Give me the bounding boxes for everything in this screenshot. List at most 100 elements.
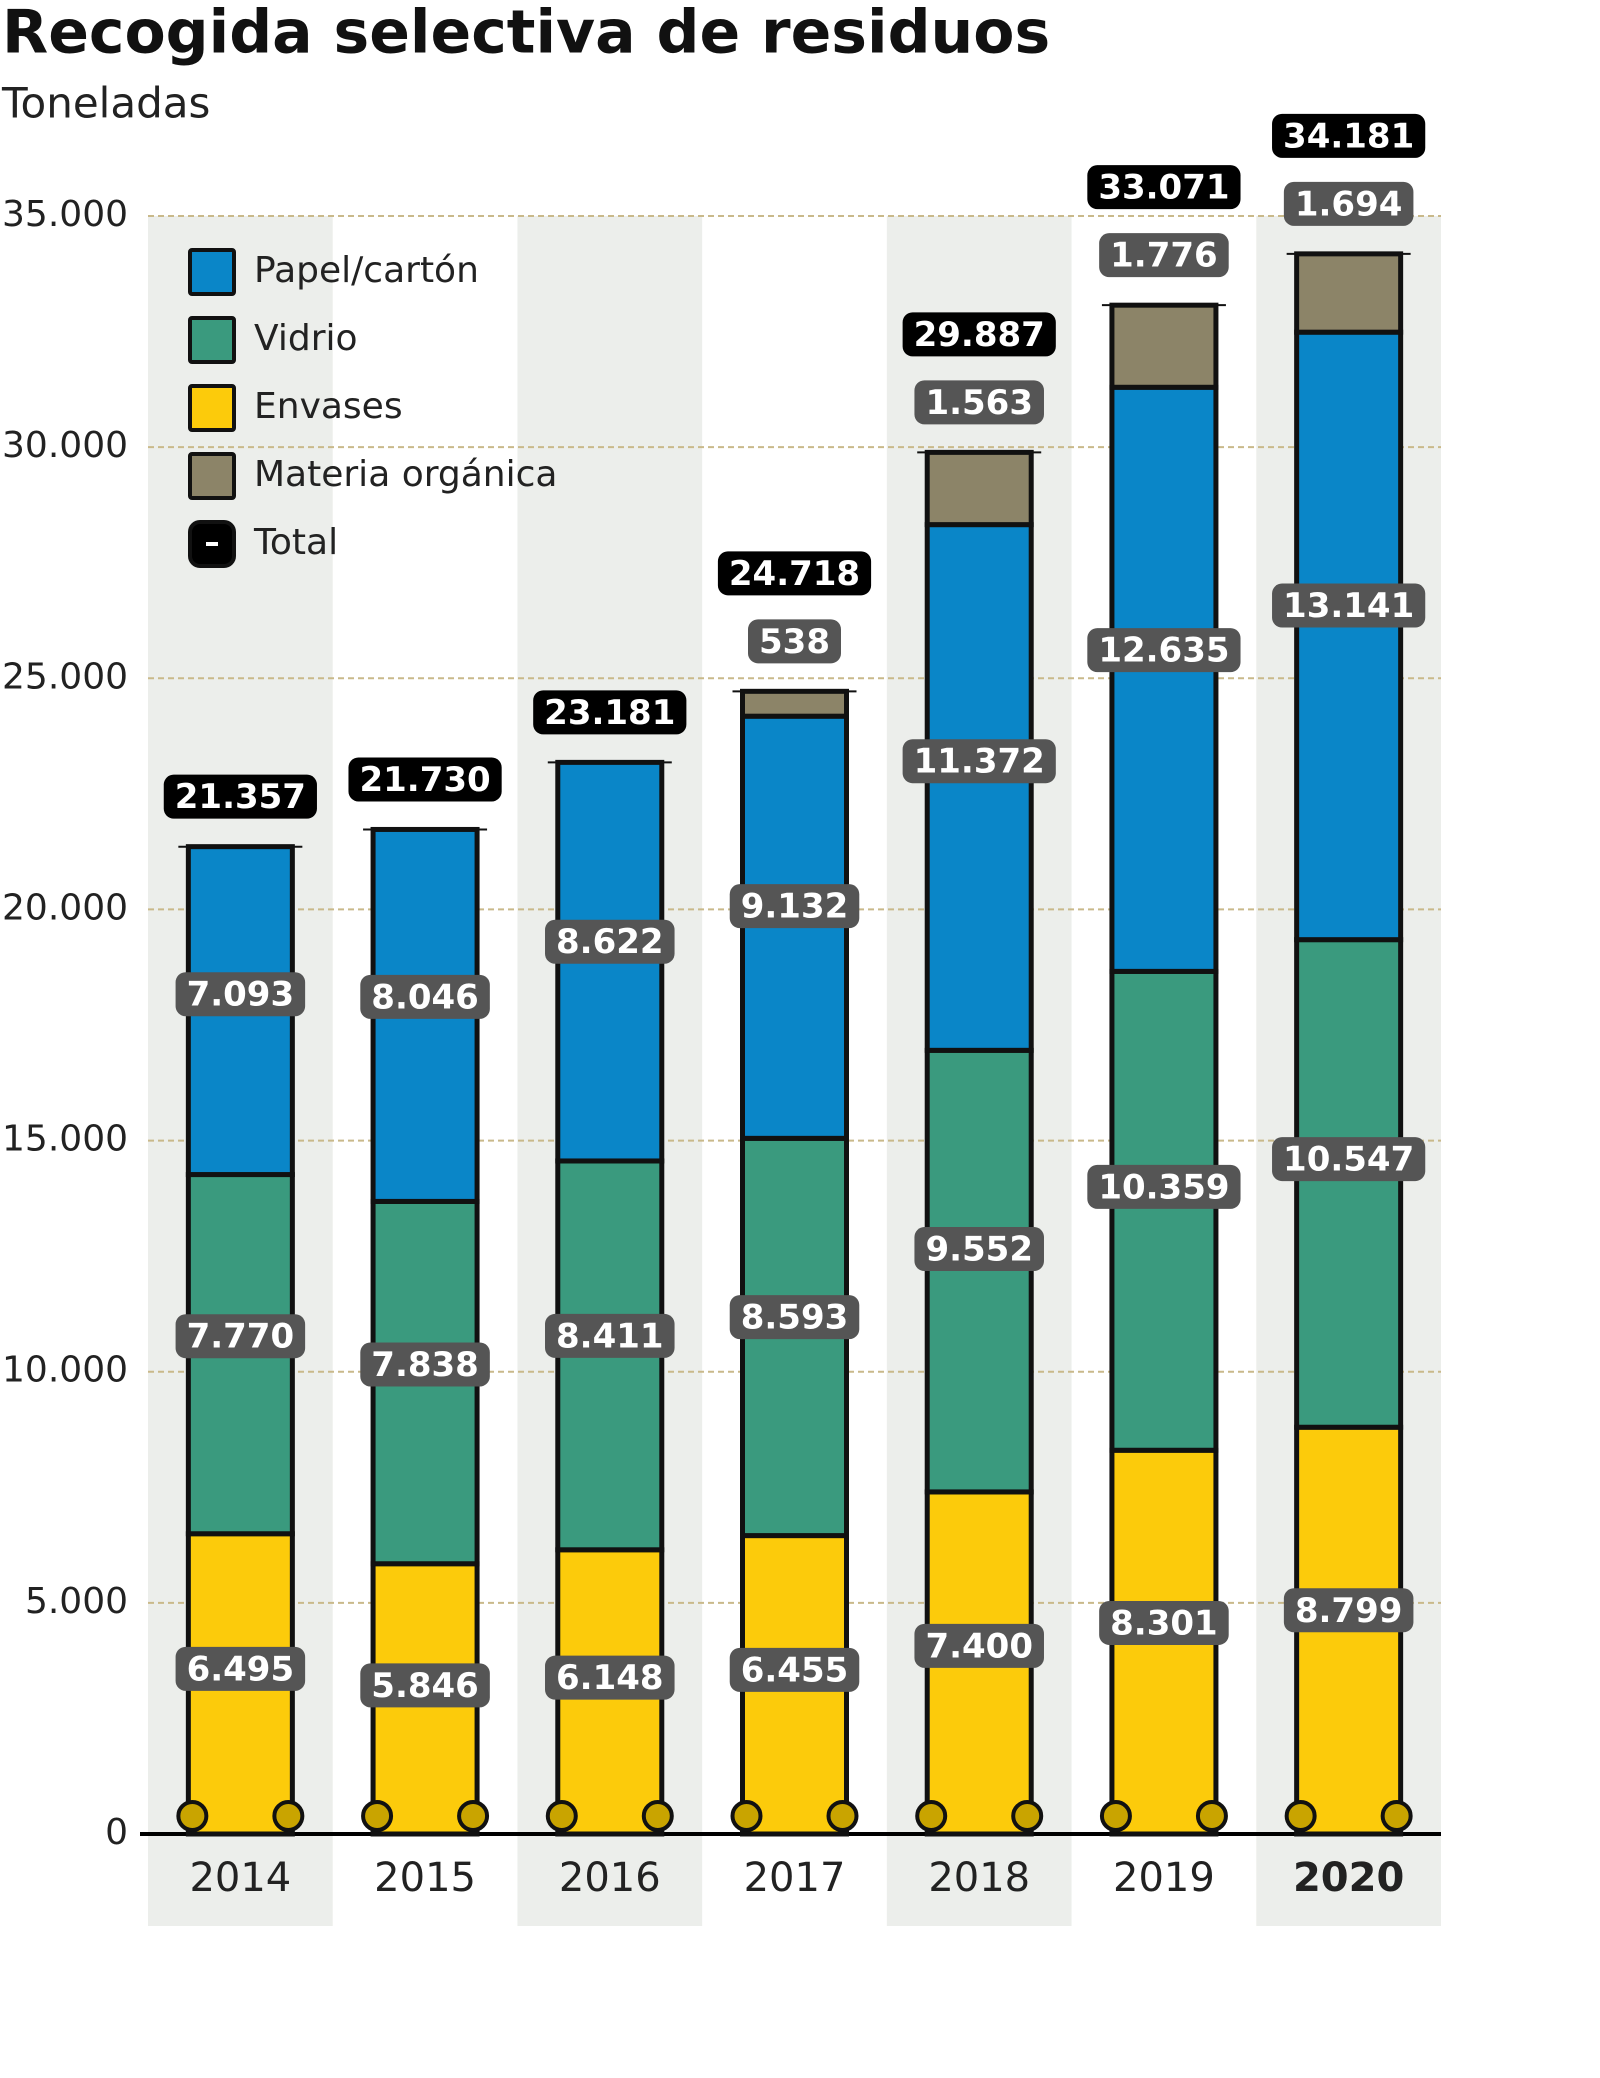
value-label: 7.093 <box>175 972 306 1017</box>
value-label: 21.357 <box>163 774 317 819</box>
value-label-text: 12.635 <box>1098 631 1229 671</box>
legend-label: Vidrio <box>254 318 358 359</box>
label-box <box>748 619 841 664</box>
value-label: 1.776 <box>1099 233 1229 278</box>
value-label: 8.622 <box>545 919 675 964</box>
x-tick-label: 2019 <box>1113 1855 1215 1901</box>
legend-swatch <box>188 452 236 500</box>
y-tick-label: 10.000 <box>2 1350 128 1391</box>
label-box <box>1087 165 1241 210</box>
y-tick-label: 0 <box>105 1812 128 1853</box>
value-label: 8.046 <box>360 974 490 1019</box>
value-label: 8.411 <box>545 1313 675 1358</box>
value-label-text: 8.799 <box>1295 1591 1403 1631</box>
y-tick-label: 5.000 <box>25 1581 128 1622</box>
bar-segment <box>740 688 849 719</box>
bar-segment <box>1294 329 1404 943</box>
value-label: 24.718 <box>717 551 872 596</box>
value-label: 7.400 <box>914 1623 1044 1668</box>
label-box <box>1087 628 1241 673</box>
bar-segment <box>1109 384 1219 974</box>
value-label-text: 7.770 <box>187 1317 295 1357</box>
value-label: 12.635 <box>1087 628 1241 673</box>
label-box <box>1099 1600 1229 1645</box>
value-label-text: 8.046 <box>371 977 479 1017</box>
x-tick-label: 2018 <box>928 1855 1030 1901</box>
label-box <box>360 1342 490 1387</box>
label-box <box>163 774 317 819</box>
value-label-text: 6.495 <box>187 1649 295 1689</box>
value-label-text: 21.357 <box>175 777 306 817</box>
value-label: 8.799 <box>1283 1588 1414 1633</box>
bar-segment <box>1109 302 1219 390</box>
label-box <box>902 739 1056 784</box>
value-label-text: 29.887 <box>914 315 1045 355</box>
label-box <box>729 1295 860 1340</box>
value-label: 10.547 <box>1272 1137 1426 1182</box>
value-label-text: 9.132 <box>741 887 849 927</box>
value-label-text: 34.181 <box>1283 116 1414 156</box>
label-box <box>914 380 1044 425</box>
value-label: 21.730 <box>348 757 502 802</box>
label-box <box>175 972 306 1017</box>
x-tick-label: 2014 <box>189 1855 291 1901</box>
value-label-text: 33.071 <box>1098 168 1229 208</box>
label-box <box>1272 583 1426 628</box>
label-box <box>914 1227 1044 1272</box>
value-label-text: 6.148 <box>556 1658 664 1698</box>
chart-subtitle: Toneladas <box>1 79 210 128</box>
value-label: 6.455 <box>729 1647 860 1692</box>
value-label-text: 21.730 <box>359 760 490 800</box>
label-box <box>717 551 872 596</box>
value-label-text: 10.547 <box>1283 1140 1414 1180</box>
y-tick-label: 15.000 <box>2 1119 128 1160</box>
value-label-text: 13.141 <box>1283 586 1414 626</box>
value-label-text: 1.694 <box>1295 184 1403 224</box>
value-label-text: 1.563 <box>925 383 1033 423</box>
x-tick-label: 2020 <box>1293 1855 1404 1901</box>
label-box <box>545 1313 675 1358</box>
legend-swatch <box>188 316 236 364</box>
value-label: 1.563 <box>914 380 1044 425</box>
label-box <box>1087 1164 1241 1209</box>
label-box <box>545 1655 675 1700</box>
legend-label: Envases <box>254 386 403 427</box>
label-box <box>1283 1588 1414 1633</box>
value-label-text: 24.718 <box>729 554 860 594</box>
label-box <box>1272 1137 1426 1182</box>
value-label: 7.838 <box>360 1342 490 1387</box>
legend-swatch <box>188 384 236 432</box>
wheel <box>545 1800 578 1832</box>
value-label-text: 8.622 <box>556 922 664 962</box>
label-box <box>729 1647 860 1692</box>
y-tick-label: 20.000 <box>2 887 128 928</box>
bar-segment <box>924 1047 1034 1495</box>
bar-segment <box>924 522 1034 1053</box>
value-label-text: 5.846 <box>371 1666 479 1706</box>
wheel <box>176 1800 209 1832</box>
x-tick-label: 2016 <box>559 1855 661 1901</box>
value-label: 8.593 <box>729 1295 860 1340</box>
value-label-text: 11.372 <box>914 742 1045 782</box>
value-label: 23.181 <box>533 690 687 735</box>
legend-swatch <box>188 248 236 296</box>
label-box <box>914 1623 1044 1668</box>
bar-segment <box>1294 251 1404 335</box>
bar-segment <box>924 449 1034 528</box>
value-label-text: 10.359 <box>1098 1167 1229 1207</box>
label-box <box>1283 181 1414 226</box>
value-label-text: 6.455 <box>741 1650 849 1690</box>
label-box <box>902 312 1056 357</box>
value-label: 34.181 <box>1272 113 1426 158</box>
wheel <box>272 1800 305 1832</box>
legend-label: Papel/cartón <box>254 250 479 291</box>
wheel <box>1099 1800 1132 1832</box>
value-label: 1.694 <box>1283 181 1414 226</box>
value-label: 11.372 <box>902 739 1056 784</box>
bar-segment <box>1109 968 1219 1453</box>
x-tick-label: 2015 <box>374 1855 476 1901</box>
wheel <box>641 1800 674 1832</box>
value-label-text: 8.301 <box>1110 1603 1218 1643</box>
wheel <box>915 1800 948 1832</box>
